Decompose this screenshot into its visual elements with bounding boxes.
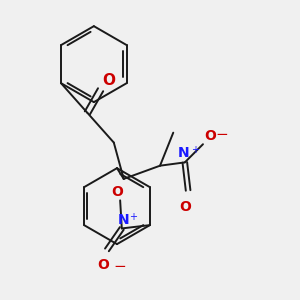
Text: O: O	[204, 129, 216, 143]
Text: +: +	[191, 145, 199, 155]
Text: O: O	[102, 73, 115, 88]
Text: +: +	[129, 212, 137, 223]
Text: −: −	[113, 259, 126, 274]
Text: −: −	[215, 127, 228, 142]
Text: O: O	[98, 258, 109, 272]
Text: N: N	[177, 146, 189, 160]
Text: O: O	[179, 200, 191, 214]
Text: O: O	[111, 185, 123, 199]
Text: N: N	[117, 213, 129, 227]
